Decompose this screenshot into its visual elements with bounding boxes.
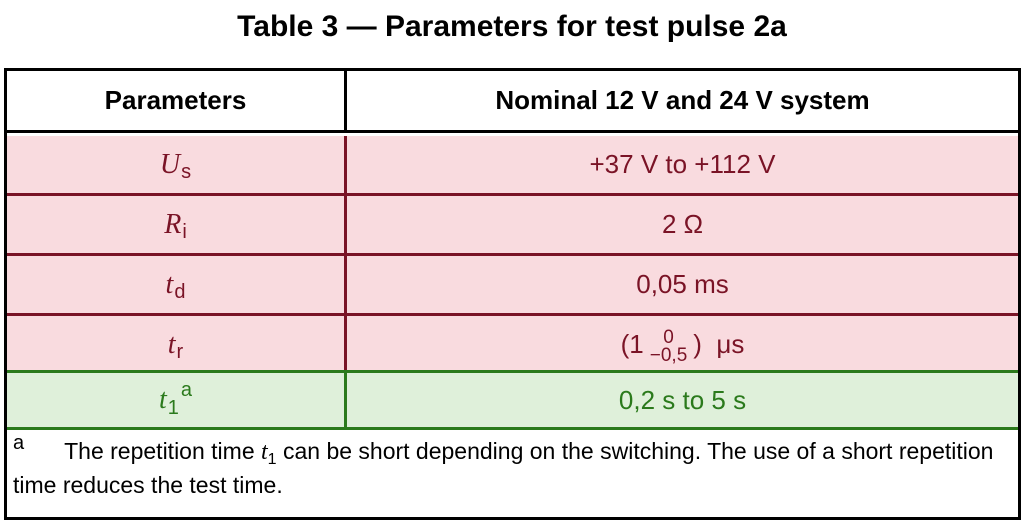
table-footnote: a The repetition time t1 can be short dep…: [13, 432, 1013, 500]
tolerance: 0 −0,5: [649, 326, 688, 366]
parameter-symbol: R: [164, 208, 182, 240]
footnote-symbol: t: [261, 439, 268, 465]
value-suffix: ) μs: [693, 329, 745, 359]
footnote-mark: a: [13, 432, 25, 454]
parameter-symbol: t: [158, 384, 167, 415]
value-cell: 2 Ω: [661, 209, 704, 239]
tolerance-upper: 0: [663, 326, 674, 348]
parameter-subscript: i: [182, 221, 187, 243]
value-prefix: (1: [620, 329, 644, 359]
table-header-row: Parameters Nominal 12 V and 24 V system: [7, 71, 1018, 133]
parameter-subscript: s: [181, 161, 192, 183]
value-cell: 0,05 ms: [636, 269, 729, 299]
table-title: Table 3 — Parameters for test pulse 2a: [237, 10, 787, 43]
footnote-subscript: 1: [267, 451, 277, 468]
header-parameters: Parameters: [7, 71, 347, 130]
value-cell: (1 0 −0,5 ) μs: [347, 316, 1018, 373]
parameter-subscript: d: [174, 281, 186, 303]
value-cell: +37 V to +112 V: [589, 149, 776, 179]
parameter-symbol: t: [165, 268, 174, 300]
header-nominal-system: Nominal 12 V and 24 V system: [495, 85, 870, 115]
footnote-reference: a: [180, 378, 193, 401]
footnote-text-after: can be short depending on the switching.…: [13, 438, 994, 498]
value-cell: 0,2 s to 5 s: [618, 384, 747, 415]
parameter-subscript: r: [176, 341, 184, 363]
footnote-text-before: The repetition time: [64, 438, 261, 464]
parameters-table: Parameters Nominal 12 V and 24 V system …: [4, 68, 1021, 520]
tolerance-lower: −0,5: [649, 344, 688, 366]
parameter-symbol: t: [167, 328, 176, 360]
parameter-symbol: U: [159, 148, 181, 180]
parameter-subscript: 1: [167, 396, 179, 419]
